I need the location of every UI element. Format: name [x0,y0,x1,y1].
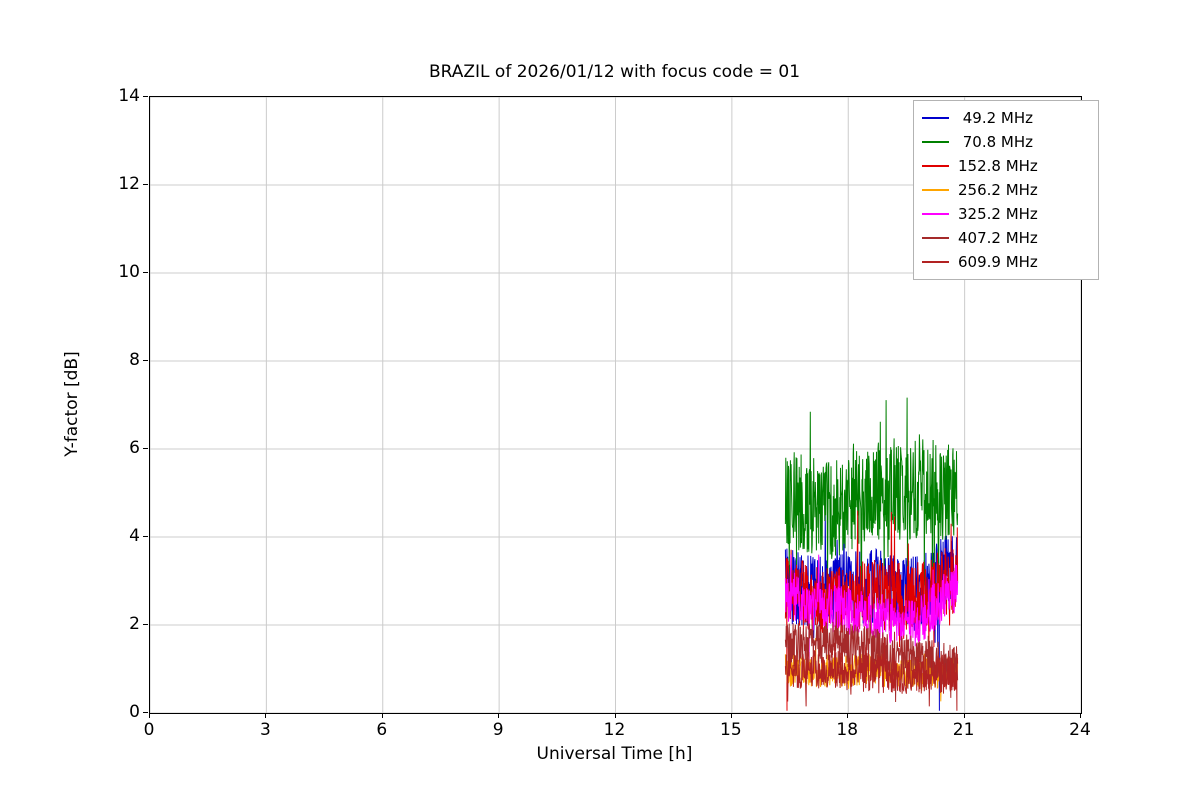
x-tick-label: 9 [492,720,504,740]
legend-entry: 49.2 MHz [922,106,1090,130]
legend-line-swatch [922,261,949,263]
series-line-609-9-MHz [784,636,959,711]
y-tickmark [143,272,148,273]
y-tickmark [143,624,148,625]
legend-label: 325.2 MHz [958,205,1038,223]
y-tickmark [143,536,148,537]
x-tick-label: 6 [376,720,388,740]
legend-entry: 325.2 MHz [922,202,1090,226]
chart-title: BRAZIL of 2026/01/12 with focus code = 0… [428,62,801,82]
y-tick-label: 0 [129,702,140,722]
x-tick-label: 24 [1069,720,1091,740]
x-tick-label: 15 [720,720,742,740]
legend: 49.2 MHz 70.8 MHz 152.8 MHz 256.2 MHz 325.2… [913,100,1099,280]
legend-entry: 70.8 MHz [922,130,1090,154]
y-tick-label: 2 [129,614,140,634]
plot-canvas [150,97,1081,713]
legend-line-swatch [922,117,949,119]
y-tickmark [143,448,148,449]
y-tickmark [143,360,148,361]
series-line-325-2-MHz [784,554,959,661]
x-tickmark [963,713,965,718]
y-tickmark [143,96,148,97]
legend-entry: 609.9 MHz [922,250,1090,274]
legend-line-swatch [922,189,949,191]
legend-label: 256.2 MHz [958,181,1038,199]
x-tickmark [498,713,500,718]
legend-line-swatch [922,165,949,167]
x-tickmark [730,713,732,718]
y-tick-label: 6 [129,438,140,458]
x-axis-label: Universal Time [h] [536,744,693,764]
legend-label: 609.9 MHz [958,253,1038,271]
legend-entry: 152.8 MHz [922,154,1090,178]
legend-line-swatch [922,237,949,239]
y-tick-label: 14 [118,86,140,106]
legend-entry: 256.2 MHz [922,178,1090,202]
y-tick-label: 4 [129,526,140,546]
x-tickmark [847,713,849,718]
y-axis-label: Y-factor [dB] [62,351,82,457]
legend-line-swatch [922,141,949,143]
x-tick-label: 3 [259,720,271,740]
y-tick-label: 10 [118,262,140,282]
legend-entry: 407.2 MHz [922,226,1090,250]
y-tick-label: 12 [118,174,140,194]
y-tickmark [143,184,148,185]
legend-line-swatch [922,213,949,215]
legend-label: 407.2 MHz [958,229,1038,247]
plot-area [149,96,1082,714]
legend-label: 152.8 MHz [958,157,1038,175]
legend-label: 70.8 MHz [958,133,1034,151]
series-line-70-8-MHz [784,397,959,586]
legend-label: 49.2 MHz [958,109,1034,127]
x-tick-label: 0 [143,720,155,740]
y-tickmark [143,712,148,713]
x-tickmark [1080,713,1081,718]
x-tick-label: 12 [603,720,626,740]
x-tickmark [149,713,150,718]
y-tick-label: 8 [129,350,140,370]
x-tickmark [265,713,267,718]
x-tick-label: 21 [952,720,975,740]
x-tick-label: 18 [836,720,859,740]
x-tickmark [381,713,383,718]
x-tickmark [614,713,616,718]
